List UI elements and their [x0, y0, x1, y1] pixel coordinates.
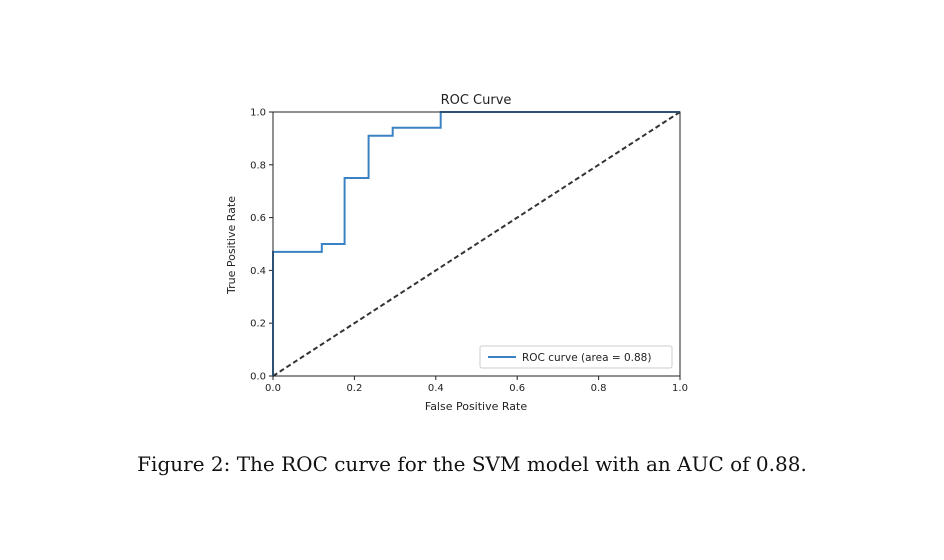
x-tick-label: 1.0 [672, 383, 688, 394]
y-tick-label: 0.4 [250, 266, 266, 277]
y-tick-label: 1.0 [250, 108, 266, 119]
chance-diagonal-line [272, 111, 681, 377]
y-tick-label: 0.0 [250, 372, 266, 383]
x-axis-label: False Positive Rate [425, 400, 527, 413]
y-tick-label: 0.2 [250, 319, 266, 330]
y-axis-label: True Positive Rate [225, 196, 238, 295]
legend: ROC curve (area = 0.88) [479, 345, 673, 369]
x-tick-label: 0.0 [265, 383, 281, 394]
legend-box [479, 345, 673, 369]
figure-caption: Figure 2: The ROC curve for the SVM mode… [137, 452, 807, 476]
plot-series [272, 111, 681, 377]
plot-frame [272, 111, 681, 377]
x-tick-label: 0.2 [346, 383, 362, 394]
chart-title: ROC Curve [441, 93, 512, 108]
x-tick-label: 0.8 [591, 383, 607, 394]
x-tick-label: 0.4 [428, 383, 444, 394]
axis-ticks: 0.0 0.2 0.4 0.6 0.8 1.0 0.0 0.2 0.4 0.6 0.8 1.0 [250, 108, 688, 395]
y-tick-label: 0.8 [250, 160, 266, 171]
roc-curve-line [272, 111, 680, 376]
legend-entry: ROC curve (area = 0.88) [522, 352, 651, 364]
x-tick-label: 0.6 [509, 383, 525, 394]
y-tick-label: 0.6 [250, 213, 266, 224]
roc-chart: ROC Curve 0.0 0.2 0.4 0.6 0.8 1.0 0.0 0.2 0.4 0.6… [225, 93, 688, 413]
